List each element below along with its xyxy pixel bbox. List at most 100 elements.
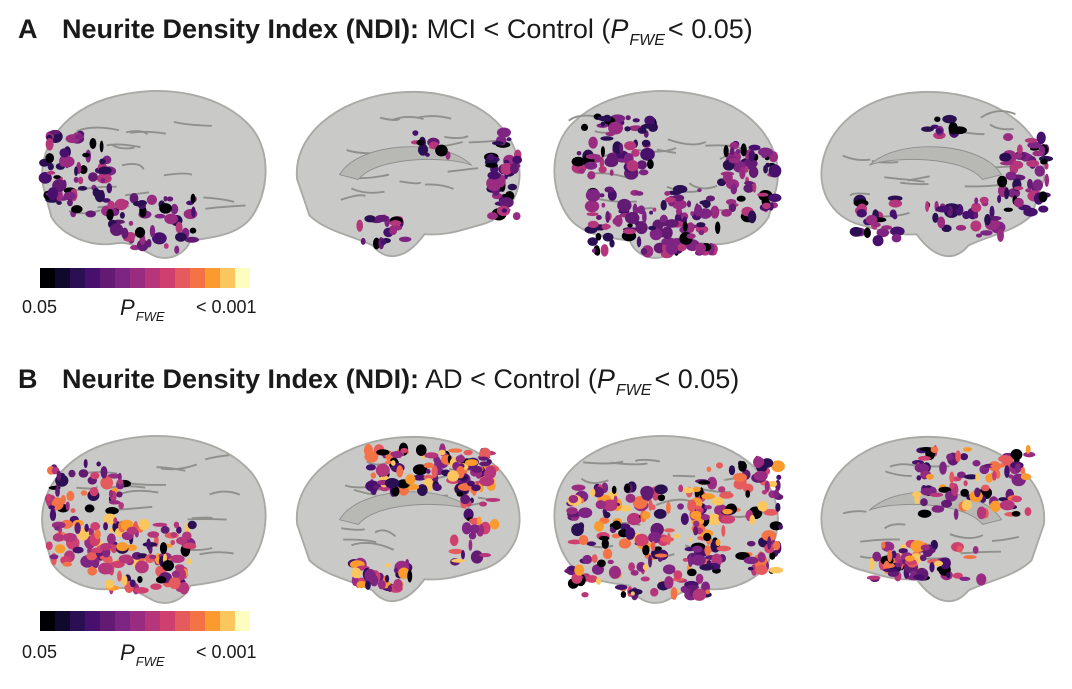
activation-cluster (78, 469, 89, 478)
sulcus-line (392, 116, 424, 121)
activation-cluster (46, 494, 52, 502)
activation-cluster (469, 524, 480, 534)
activation-cluster (79, 165, 88, 175)
brain-right-medial (820, 435, 1046, 603)
activation-cluster (730, 184, 738, 195)
colorbar-p: P (120, 295, 135, 320)
activation-cluster (380, 239, 387, 246)
activation-cluster (78, 176, 84, 185)
activation-cluster (1025, 188, 1032, 193)
activation-cluster (757, 192, 769, 197)
activation-cluster (920, 544, 930, 551)
activation-cluster (585, 188, 601, 202)
activation-cluster (611, 485, 617, 495)
activation-cluster (757, 552, 766, 563)
activation-cluster (166, 196, 174, 202)
colorbar-swatch (70, 611, 85, 631)
activation-cluster (881, 225, 893, 230)
activation-cluster (663, 528, 675, 533)
activation-cluster (937, 216, 946, 229)
activation-cluster (398, 567, 410, 579)
sulcus-line (667, 138, 707, 146)
activation-cluster (935, 205, 950, 213)
activation-cluster (740, 143, 747, 157)
activation-cluster (374, 214, 389, 222)
activation-cluster (136, 239, 149, 252)
activation-cluster (670, 587, 678, 600)
activation-cluster (672, 184, 688, 194)
activation-cluster (697, 188, 702, 193)
activation-cluster (919, 554, 927, 562)
colorbar-swatch (145, 611, 160, 631)
activation-cluster (370, 472, 377, 479)
activation-cluster (132, 201, 145, 207)
activation-cluster (718, 486, 726, 493)
activation-cluster (620, 591, 627, 598)
activation-cluster (749, 514, 756, 526)
sulcus-line (842, 154, 871, 162)
activation-cluster (691, 554, 706, 566)
activation-cluster (468, 532, 477, 540)
activation-cluster (100, 177, 106, 184)
activation-cluster (451, 558, 465, 563)
activation-cluster (146, 194, 157, 206)
sulcus-line (447, 167, 479, 173)
activation-cluster (650, 587, 659, 597)
activation-cluster (90, 471, 100, 480)
activation-cluster (146, 538, 151, 550)
activation-cluster (487, 153, 495, 161)
activation-cluster (1009, 161, 1019, 175)
activation-cluster (636, 236, 642, 248)
activation-cluster (463, 508, 474, 521)
activation-cluster (578, 534, 589, 546)
activation-cluster (105, 507, 119, 515)
activation-cluster (86, 552, 97, 561)
activation-cluster (113, 517, 118, 524)
activation-cluster (170, 532, 178, 538)
activation-cluster (654, 222, 669, 227)
activation-cluster (705, 195, 716, 202)
activation-cluster (628, 588, 643, 595)
activation-cluster (928, 547, 936, 554)
activation-cluster (609, 239, 615, 248)
activation-cluster (778, 524, 783, 530)
activation-cluster (412, 474, 427, 481)
activation-cluster (128, 220, 134, 226)
activation-cluster (992, 470, 997, 481)
activation-cluster (728, 203, 737, 213)
activation-cluster (568, 494, 579, 504)
activation-cluster (651, 504, 656, 511)
activation-cluster (116, 491, 123, 498)
activation-cluster (995, 470, 1001, 479)
activation-cluster (688, 554, 693, 568)
activation-cluster (863, 227, 871, 239)
activation-cluster (955, 450, 961, 463)
activation-cluster (52, 533, 65, 542)
activation-cluster (638, 169, 649, 176)
activation-cluster (988, 215, 1002, 221)
activation-cluster (716, 545, 731, 552)
sulcus-line (992, 535, 1020, 542)
activation-cluster (578, 507, 593, 518)
activation-cluster (887, 195, 903, 202)
activation-cluster (600, 244, 609, 257)
activation-cluster (640, 576, 650, 582)
colorbar-swatch (175, 611, 190, 631)
activation-cluster (582, 554, 593, 565)
activation-cluster (412, 130, 419, 136)
activation-cluster (431, 465, 438, 478)
activation-cluster (586, 212, 599, 217)
activation-cluster (664, 197, 676, 203)
colorbar-title: PFWE (120, 640, 168, 669)
activation-cluster (711, 496, 725, 506)
activation-cluster (917, 455, 931, 461)
activation-cluster (45, 153, 55, 164)
activation-cluster (686, 233, 696, 240)
activation-cluster (47, 187, 58, 201)
activation-cluster (1023, 207, 1038, 217)
activation-cluster (963, 555, 977, 560)
activation-cluster (743, 556, 759, 565)
activation-cluster (652, 207, 657, 212)
activation-cluster (375, 463, 390, 477)
activation-cluster (590, 488, 596, 497)
